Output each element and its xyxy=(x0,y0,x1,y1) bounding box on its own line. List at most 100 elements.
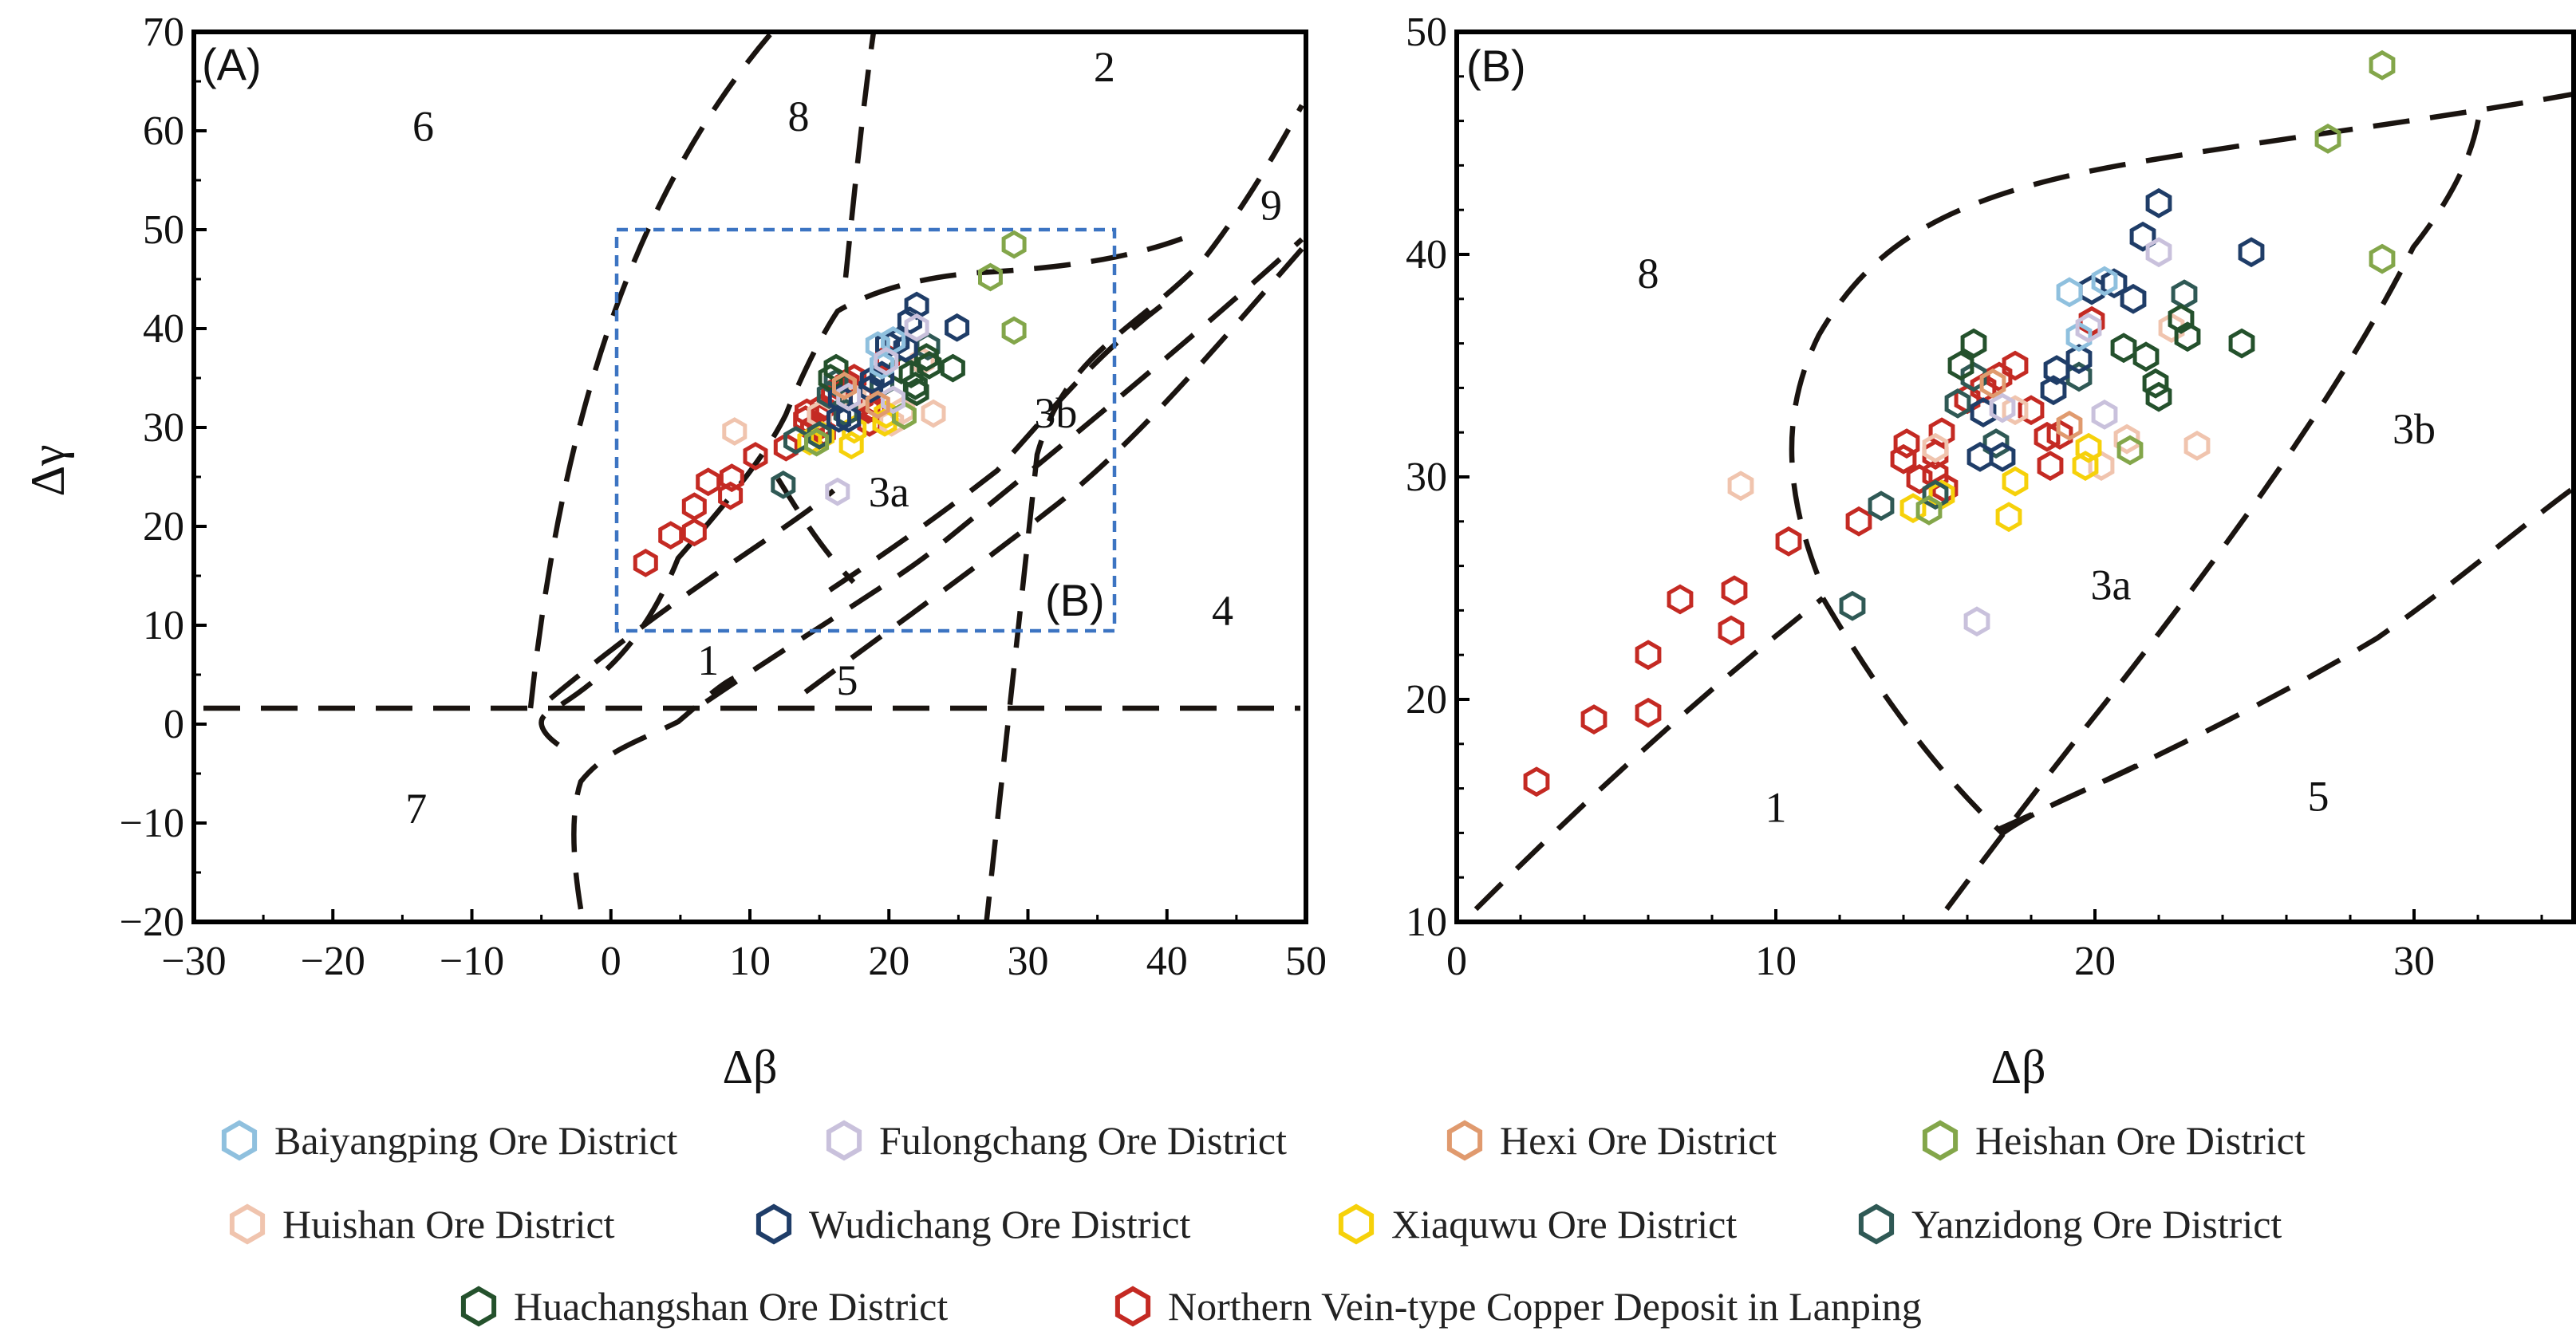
x-tick-label: 20 xyxy=(2074,939,2116,984)
data-point xyxy=(818,364,843,392)
legend-item: Baiyangping Ore District xyxy=(221,1118,678,1163)
region-label: 5 xyxy=(2308,773,2329,821)
series-group xyxy=(1979,368,2083,441)
legend-marker-icon xyxy=(460,1286,497,1327)
data-point xyxy=(2369,49,2396,81)
data-point xyxy=(2018,395,2045,426)
data-point xyxy=(940,353,965,383)
y-tick-label: 0 xyxy=(164,702,184,747)
legend-item: Wudichang Ore District xyxy=(755,1202,1191,1247)
data-point xyxy=(2171,279,2198,310)
data-point xyxy=(2075,313,2102,343)
y-tick-label: 40 xyxy=(1406,232,1447,278)
panel-a-points xyxy=(633,230,1027,577)
data-point xyxy=(681,492,707,522)
data-point xyxy=(804,427,830,457)
data-point xyxy=(633,549,658,577)
region-label: 2 xyxy=(1094,43,1115,91)
x-tick-label: 30 xyxy=(1008,939,1049,984)
legend-marker-icon xyxy=(1858,1203,1895,1245)
series-group xyxy=(1947,304,2255,412)
data-point xyxy=(1982,428,2010,459)
boundary-region-9-upper xyxy=(984,104,1304,922)
data-point xyxy=(2183,431,2211,461)
data-point xyxy=(2168,304,2195,334)
panel-a-ylabel: Δγ xyxy=(22,444,74,496)
panel-b-points xyxy=(1523,49,2396,798)
panel-b-frame xyxy=(1454,30,2576,924)
data-point xyxy=(1721,575,1748,606)
data-point xyxy=(1893,428,1920,459)
legend-item: Hexi Ore District xyxy=(1446,1118,1777,1163)
series-group xyxy=(1963,237,2172,637)
legend-item: Heishan Ore District xyxy=(1922,1118,2306,1163)
y-tick-label: 70 xyxy=(143,10,184,55)
boundary-region-1-3a xyxy=(1821,597,2005,836)
data-point xyxy=(1963,606,1990,637)
data-point xyxy=(2075,432,2102,463)
legend-label: Huachangshan Ore District xyxy=(514,1284,948,1329)
data-point xyxy=(1979,368,2006,399)
x-tick-label: 20 xyxy=(868,939,909,984)
series-group xyxy=(1523,305,2105,798)
data-point xyxy=(2110,333,2137,364)
legend-label: Yanzidong Ore District xyxy=(1911,1202,2282,1247)
region-label: 9 xyxy=(1260,182,1282,230)
data-point xyxy=(904,377,929,407)
data-point xyxy=(2238,237,2265,268)
region-label: 3b xyxy=(2393,405,2436,453)
legend-label: Baiyangping Ore District xyxy=(274,1118,678,1163)
legend-label: Heishan Ore District xyxy=(1975,1118,2306,1163)
legend: Baiyangping Ore District Fulongchang Ore … xyxy=(221,1118,2306,1329)
inset-box-b xyxy=(614,227,1117,633)
y-tick-label: 50 xyxy=(1406,10,1447,55)
data-point xyxy=(1775,526,1802,557)
data-point xyxy=(2046,419,2073,450)
legend-label: Northern Vein-type Copper Deposit in Lan… xyxy=(1168,1284,1922,1329)
x-tick-label: 10 xyxy=(729,939,771,984)
data-point xyxy=(902,372,928,400)
x-tick-label: 0 xyxy=(1446,939,1467,984)
data-point xyxy=(722,417,748,446)
data-point xyxy=(2091,266,2118,297)
y-tick-label: 10 xyxy=(143,603,184,648)
x-tick-label: −10 xyxy=(440,939,504,984)
data-point xyxy=(1986,361,2013,392)
data-point xyxy=(945,313,970,342)
data-point xyxy=(2056,410,2083,441)
data-point xyxy=(2369,243,2396,274)
y-tick-label: 20 xyxy=(1406,677,1447,723)
boundary-region-8-2 xyxy=(842,32,877,278)
y-tick-label: 30 xyxy=(143,405,184,451)
panel-a-frame xyxy=(191,30,1308,924)
legend-marker-icon xyxy=(221,1120,258,1161)
data-point xyxy=(1970,397,1997,427)
x-tick-label: 50 xyxy=(1285,939,1327,984)
data-point xyxy=(2072,451,2099,481)
y-tick-label: 60 xyxy=(143,108,184,154)
data-point xyxy=(1523,766,1550,798)
legend-label: Xiaquwu Ore District xyxy=(1391,1202,1737,1247)
data-point xyxy=(1667,584,1694,615)
data-point xyxy=(1915,495,1943,526)
series-group xyxy=(1967,187,2265,472)
series-group xyxy=(2056,266,2118,352)
data-point xyxy=(1989,392,2016,423)
region-label: 3a xyxy=(869,468,909,516)
inset-box-label: (B) xyxy=(1045,575,1105,625)
boundary-region-1-upper xyxy=(548,488,836,701)
data-point xyxy=(1960,328,1987,359)
data-point xyxy=(1967,442,1994,472)
legend-marker-icon xyxy=(1338,1203,1375,1245)
data-point xyxy=(2101,268,2128,299)
y-tick-label: 30 xyxy=(1406,455,1447,500)
data-point xyxy=(836,404,862,433)
x-tick-label: 0 xyxy=(601,939,621,984)
data-point xyxy=(1635,640,1662,671)
data-point xyxy=(917,351,942,380)
data-point xyxy=(681,518,707,547)
legend-label: Hexi Ore District xyxy=(1500,1118,1777,1163)
legend-marker-icon xyxy=(755,1203,792,1245)
